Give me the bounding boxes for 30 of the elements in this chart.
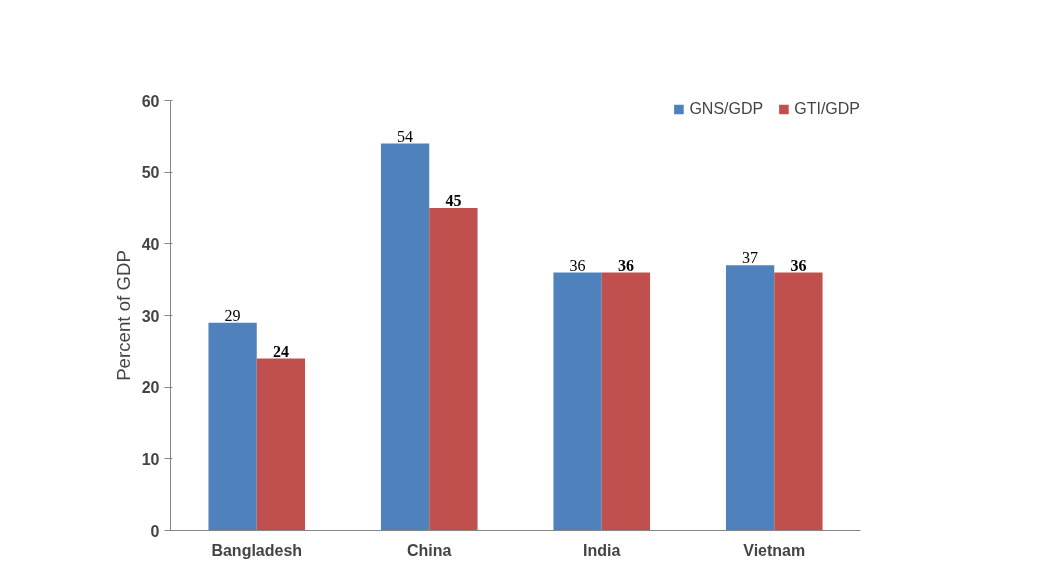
data-label: 36 xyxy=(569,256,586,274)
bar xyxy=(208,322,257,531)
bar xyxy=(725,265,775,531)
y-tick-label: 10 xyxy=(141,450,160,468)
bar xyxy=(601,272,651,531)
bar xyxy=(380,143,430,531)
y-tick-label: 30 xyxy=(141,307,160,325)
y-axis-title: Percent of GDP xyxy=(112,250,134,381)
bar xyxy=(774,272,823,531)
data-label: 36 xyxy=(790,256,807,274)
bar xyxy=(553,272,602,531)
data-label: 37 xyxy=(742,249,759,267)
y-tick-label: 40 xyxy=(141,235,160,253)
bar xyxy=(256,358,306,531)
data-label: 29 xyxy=(224,306,241,324)
bar xyxy=(429,208,478,531)
x-tick-label: Vietnam xyxy=(743,541,806,559)
legend-label: GTI/GDP xyxy=(794,100,860,118)
x-tick-label: Bangladesh xyxy=(211,541,303,559)
x-tick-label: India xyxy=(583,541,621,559)
data-label: 45 xyxy=(445,192,462,209)
data-label: 24 xyxy=(272,342,289,360)
y-tick-label: 60 xyxy=(141,92,160,110)
data-label: 36 xyxy=(617,256,634,274)
y-tick-label: 50 xyxy=(141,164,160,182)
x-tick-label: China xyxy=(407,541,452,559)
y-tick-label: 0 xyxy=(150,522,160,540)
y-tick-label: 20 xyxy=(141,379,160,397)
data-label: 54 xyxy=(397,127,414,145)
legend-label: GNS/GDP xyxy=(689,100,764,118)
